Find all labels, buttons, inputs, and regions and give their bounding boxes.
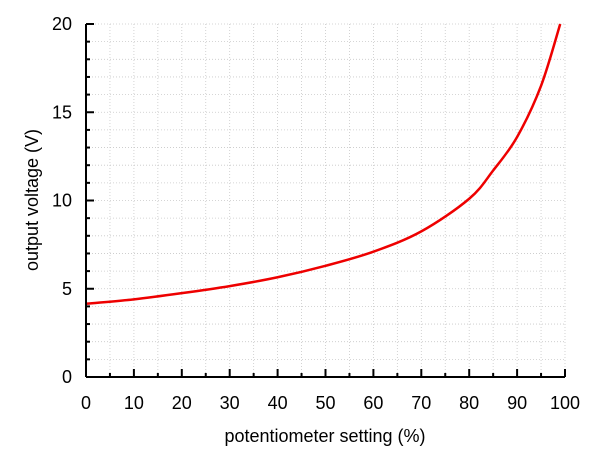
axes [85, 23, 566, 378]
y-tick-label: 5 [62, 279, 72, 299]
x-tick-label: 100 [550, 393, 580, 413]
x-axis-label: potentiometer setting (%) [224, 426, 425, 446]
grid [85, 23, 566, 378]
x-tick-label: 20 [172, 393, 192, 413]
x-tick-label: 90 [507, 393, 527, 413]
x-tick-label: 10 [124, 393, 144, 413]
x-tick-labels: 0 10 20 30 40 50 60 70 80 90 100 [81, 393, 580, 413]
y-tick-label: 0 [62, 367, 72, 387]
series-line [85, 23, 562, 305]
x-tick-label: 30 [220, 393, 240, 413]
y-axis-label: output voltage (V) [22, 129, 42, 271]
x-tick-label: 80 [459, 393, 479, 413]
x-tick-label: 60 [363, 393, 383, 413]
x-tick-label: 40 [268, 393, 288, 413]
y-tick-labels: 0 5 10 15 20 [52, 14, 72, 387]
series-layer [85, 23, 562, 305]
y-tick-label: 10 [52, 191, 72, 211]
x-tick-label: 50 [315, 393, 335, 413]
x-tick-label: 70 [411, 393, 431, 413]
y-tick-label: 15 [52, 102, 72, 122]
y-tick-label: 20 [52, 14, 72, 34]
x-tick-label: 0 [81, 393, 91, 413]
